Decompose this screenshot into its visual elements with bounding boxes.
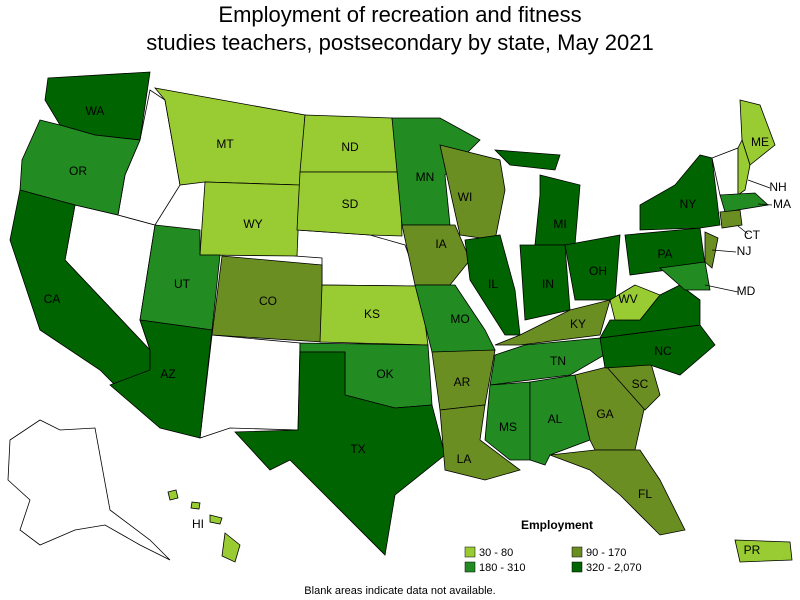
state [739, 99, 776, 166]
state-label: MO [450, 312, 469, 326]
state-label: CA [44, 292, 61, 306]
state-label: AL [548, 412, 563, 426]
leader-line [757, 203, 773, 206]
state-label: NH [769, 180, 786, 194]
state-label: MI [553, 217, 566, 231]
state [167, 489, 241, 563]
legend-swatch [571, 546, 583, 558]
legend-label: 90 - 170 [586, 547, 626, 559]
state-label: KS [364, 307, 380, 321]
state [719, 209, 743, 229]
state-label: TN [550, 354, 566, 368]
state-label: TX [350, 442, 365, 456]
state-no-data [7, 419, 171, 561]
state-label: SD [342, 197, 359, 211]
state-label: WV [618, 292, 637, 306]
state-label: IN [542, 277, 554, 291]
state-label: WI [458, 190, 473, 204]
state-label: PA [657, 247, 672, 261]
state-label: MA [773, 197, 791, 211]
state-no-data [199, 334, 301, 439]
state-label: CO [259, 294, 277, 308]
legend-title: Employment [521, 518, 593, 532]
state-label: ND [341, 140, 359, 154]
state-label: PR [744, 543, 761, 557]
state-labels: WA OR CA MT WY UT AZ CO ND SD KS OK TX MN IA MO AR LA WI IL… [44, 104, 791, 557]
state [659, 261, 711, 291]
state-label: UT [174, 277, 191, 291]
state [296, 171, 403, 237]
state [401, 224, 471, 286]
state-label: HI [192, 517, 204, 531]
state-label: LA [457, 452, 472, 466]
leader-line [747, 179, 771, 189]
state-label: WY [243, 217, 262, 231]
legend-label: 320 - 2,070 [586, 562, 642, 574]
state-label: AZ [160, 367, 175, 381]
leader-line [737, 225, 749, 235]
legend-swatch [464, 561, 476, 573]
state [484, 381, 531, 461]
leader-line [704, 284, 739, 293]
state [734, 539, 793, 563]
state-label: NC [654, 344, 672, 358]
state-label: WA [86, 104, 105, 118]
title-line: studies teachers, postsecondary by state… [146, 30, 654, 55]
state-label: MS [499, 420, 517, 434]
state [737, 138, 751, 196]
title-line: Employment of recreation and fitness [218, 2, 582, 27]
leader-line [711, 249, 737, 253]
state-label: SC [632, 377, 649, 391]
note: Blank areas indicate data not available. [304, 585, 495, 597]
state [109, 319, 213, 439]
state [719, 192, 769, 213]
state-label: NY [680, 197, 697, 211]
state [19, 119, 141, 216]
state [234, 351, 446, 556]
state [199, 181, 301, 257]
state-label: IL [488, 277, 498, 291]
state-label: MN [416, 170, 435, 184]
state [704, 231, 719, 269]
state-label: KY [570, 317, 586, 331]
legend-label: 180 - 310 [479, 562, 525, 574]
no-data-areas [7, 89, 739, 561]
legend-swatch [464, 546, 476, 558]
state-label: AR [454, 375, 471, 389]
state-label: ME [751, 135, 769, 149]
legend-label: 30 - 80 [479, 547, 513, 559]
legend: Employment 30 - 80 180 - 310 90 - 170 320 - … [464, 518, 642, 574]
state [439, 404, 521, 481]
state [639, 154, 721, 231]
state [549, 449, 686, 536]
state-label: MT [216, 137, 234, 151]
state-label: OK [376, 367, 393, 381]
state-label: MD [737, 284, 756, 298]
state-label: GA [596, 407, 613, 421]
state [609, 284, 661, 321]
state-label: OH [589, 264, 607, 278]
state-label: CT [744, 228, 761, 242]
states [9, 71, 793, 563]
state-label: OR [69, 164, 87, 178]
state-label: IA [435, 237, 446, 251]
state-label: NJ [737, 244, 752, 258]
legend-swatch [571, 561, 583, 573]
state-label: FL [638, 487, 652, 501]
state [493, 149, 581, 246]
